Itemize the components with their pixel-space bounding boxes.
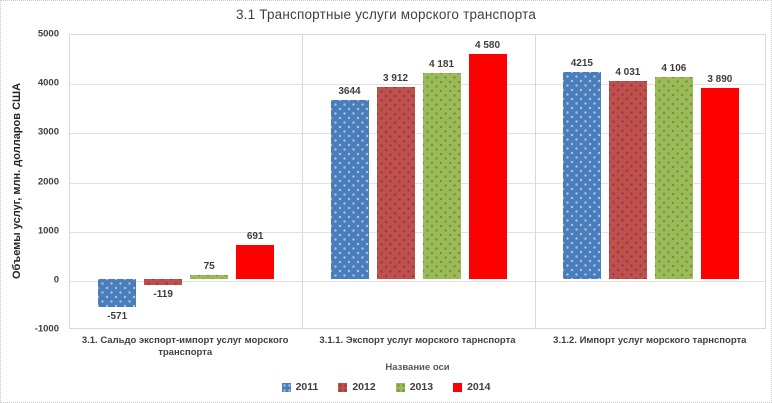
bar-value-label: 4215 bbox=[570, 57, 593, 69]
y-tick-label: 2000 bbox=[37, 176, 59, 187]
bar-value-label: 4 106 bbox=[661, 62, 687, 74]
category-label-2: 3.1.1. Экспорт услуг морского тарнспорта bbox=[319, 335, 516, 346]
bar-value-label: 691 bbox=[246, 230, 264, 242]
x-axis-title: Название оси bbox=[385, 362, 450, 373]
legend-swatch-icon bbox=[453, 382, 463, 392]
legend-label: 2011 bbox=[295, 381, 319, 393]
bar-2011-cat3[interactable] bbox=[562, 71, 601, 279]
legend-item-2013[interactable]: 2013 bbox=[395, 381, 434, 393]
category-label-1: 3.1. Сальдо экспорт-импорт услуг морског… bbox=[81, 335, 289, 358]
category-axis: 3.1. Сальдо экспорт-импорт услуг морског… bbox=[69, 335, 766, 361]
gridline bbox=[70, 133, 765, 135]
bar-value-label: 4 031 bbox=[615, 66, 641, 78]
bar-2011-cat1[interactable] bbox=[98, 278, 137, 307]
bar-value-label: -571 bbox=[107, 310, 128, 322]
bar-2012-cat1[interactable] bbox=[144, 278, 183, 285]
legend-swatch-icon bbox=[338, 382, 348, 392]
chart-title: 3.1 Транспортные услуги морского транспо… bbox=[235, 7, 537, 22]
bar-2013-cat3[interactable] bbox=[654, 76, 693, 279]
bar-2011-cat2[interactable] bbox=[330, 99, 369, 279]
bar-value-label: 3644 bbox=[338, 85, 361, 97]
legend-item-2014[interactable]: 2014 bbox=[453, 381, 490, 393]
bar-2014-cat1[interactable] bbox=[236, 244, 275, 279]
legend-label: 2014 bbox=[467, 381, 491, 393]
bar-value-label: -119 bbox=[153, 288, 173, 300]
legend-swatch-icon bbox=[395, 382, 405, 392]
bar-value-label: 4 181 bbox=[428, 59, 455, 71]
gridline bbox=[70, 84, 765, 86]
gridline bbox=[70, 182, 765, 184]
bar-2014-cat3[interactable] bbox=[700, 87, 739, 279]
bar-value-label: 75 bbox=[203, 261, 215, 273]
y-tick-label: 4000 bbox=[37, 77, 59, 89]
legend-label: 2013 bbox=[409, 381, 434, 393]
panel-separator bbox=[534, 35, 536, 328]
y-axis-ticks: 5000 4000 3000 2000 1000 0 -1000 bbox=[1, 29, 63, 335]
bar-value-label: 3 890 bbox=[707, 73, 733, 85]
y-tick-label: -1000 bbox=[34, 323, 59, 335]
bar-2013-cat2[interactable] bbox=[422, 73, 461, 279]
bar-2012-cat2[interactable] bbox=[376, 86, 415, 279]
plot-area: -571 3644 4215 -119 3 912 4 031 75 4 181 4 106 69… bbox=[69, 34, 766, 329]
bar-value-label: 3 912 bbox=[382, 72, 409, 84]
bar-2014-cat2[interactable] bbox=[468, 53, 507, 279]
y-tick-label: 5000 bbox=[37, 28, 59, 40]
category-label-3: 3.1.2. Импорт услуг морского тарнспорта bbox=[553, 335, 747, 346]
gridline bbox=[70, 280, 765, 282]
gridline bbox=[70, 231, 765, 233]
legend: 2011 2012 2013 2014 bbox=[1, 378, 771, 396]
y-tick-label: 3000 bbox=[37, 126, 59, 138]
legend-item-2012[interactable]: 2012 bbox=[338, 381, 376, 393]
panel-separator bbox=[302, 35, 304, 328]
legend-swatch-icon bbox=[281, 382, 291, 392]
bar-2013-cat1[interactable] bbox=[190, 275, 229, 279]
bar-2012-cat3[interactable] bbox=[608, 80, 647, 279]
bar-value-label: 4 580 bbox=[474, 39, 501, 51]
y-tick-label: 0 bbox=[53, 274, 59, 286]
legend-item-2011[interactable]: 2011 bbox=[281, 381, 319, 393]
legend-label: 2012 bbox=[352, 381, 376, 393]
y-tick-label: 1000 bbox=[37, 225, 59, 237]
